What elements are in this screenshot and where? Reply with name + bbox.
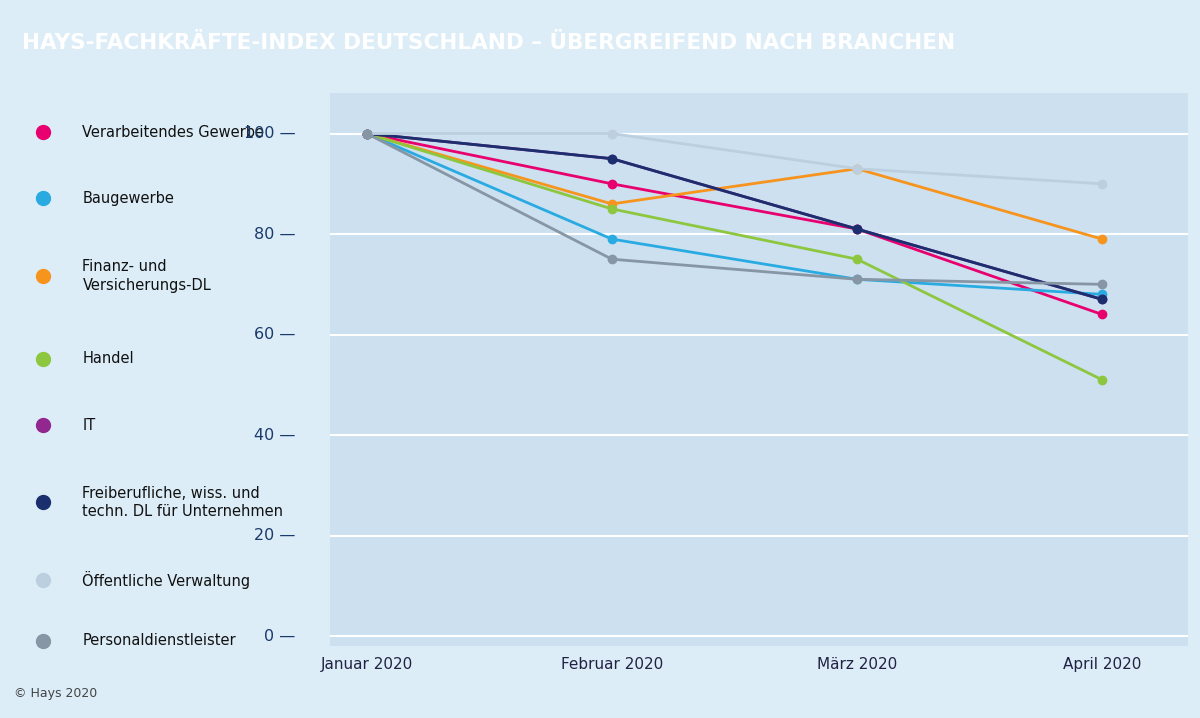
Text: 80 —: 80 —: [254, 227, 295, 241]
Text: Freiberufliche, wiss. und
techn. DL für Unternehmen: Freiberufliche, wiss. und techn. DL für …: [83, 485, 283, 519]
Text: 20 —: 20 —: [254, 528, 295, 543]
Text: IT: IT: [83, 418, 96, 432]
Text: HAYS-FACHKRÄFTE-INDEX DEUTSCHLAND – ÜBERGREIFEND NACH BRANCHEN: HAYS-FACHKRÄFTE-INDEX DEUTSCHLAND – ÜBER…: [22, 33, 955, 53]
Text: © Hays 2020: © Hays 2020: [14, 687, 97, 700]
Text: Öffentliche Verwaltung: Öffentliche Verwaltung: [83, 571, 251, 589]
Text: Verarbeitendes Gewerbe: Verarbeitendes Gewerbe: [83, 124, 264, 139]
Text: 100 —: 100 —: [244, 126, 295, 141]
Text: 60 —: 60 —: [254, 327, 295, 342]
Text: Baugewerbe: Baugewerbe: [83, 191, 174, 206]
Text: Finanz- und
Versicherungs-DL: Finanz- und Versicherungs-DL: [83, 259, 211, 292]
Text: 40 —: 40 —: [254, 428, 295, 442]
Text: 0 —: 0 —: [264, 629, 295, 643]
Text: Handel: Handel: [83, 351, 134, 366]
Text: Personaldienstleister: Personaldienstleister: [83, 633, 236, 648]
